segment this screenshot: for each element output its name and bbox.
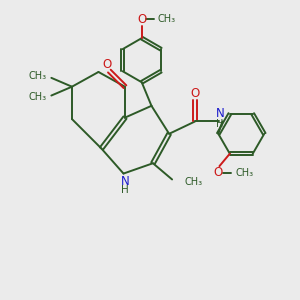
Text: N: N bbox=[121, 175, 129, 188]
Text: N: N bbox=[216, 107, 224, 120]
Text: H: H bbox=[216, 119, 224, 129]
Text: CH₃: CH₃ bbox=[158, 14, 176, 24]
Text: H: H bbox=[121, 185, 129, 195]
Text: O: O bbox=[213, 166, 223, 179]
Text: O: O bbox=[190, 87, 200, 100]
Text: CH₃: CH₃ bbox=[29, 71, 47, 81]
Text: CH₃: CH₃ bbox=[184, 177, 202, 187]
Text: CH₃: CH₃ bbox=[29, 92, 47, 102]
Text: CH₃: CH₃ bbox=[236, 168, 254, 178]
Text: O: O bbox=[102, 58, 112, 71]
Text: O: O bbox=[137, 13, 146, 26]
